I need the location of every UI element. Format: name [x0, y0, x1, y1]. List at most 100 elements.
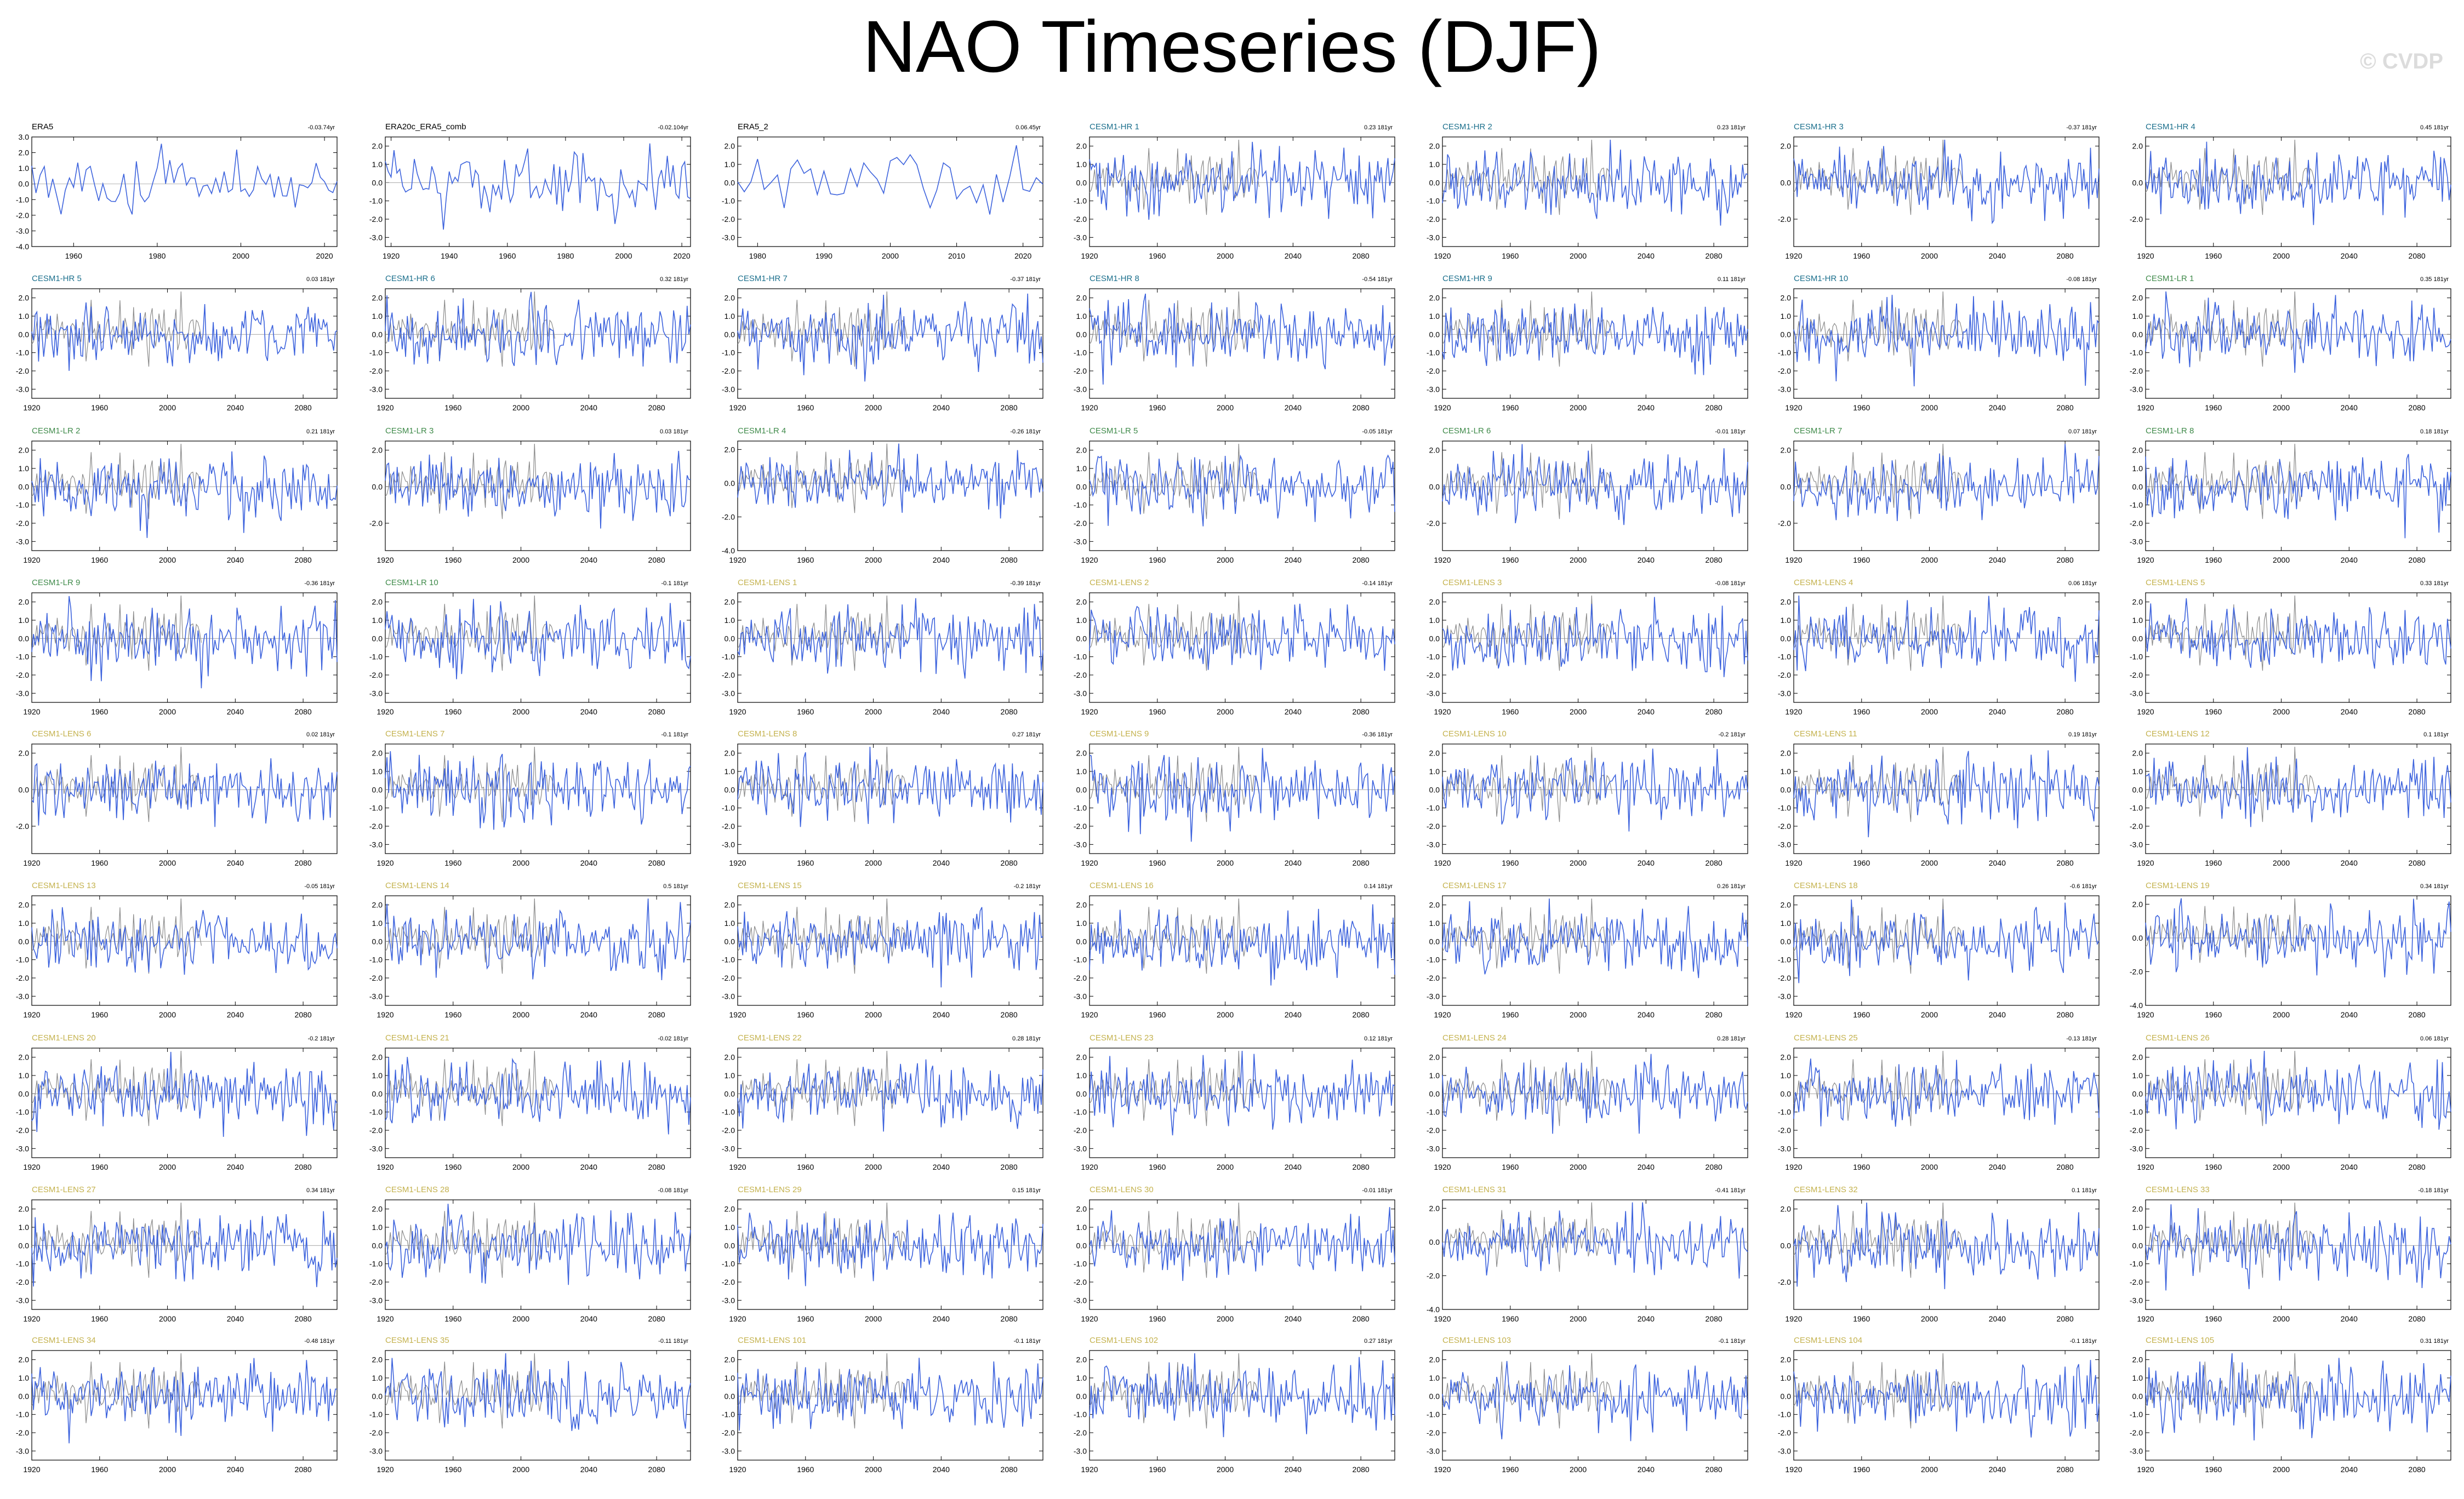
y-tick-label: -1.0 — [2130, 1410, 2143, 1419]
observation-series — [1793, 443, 1964, 519]
x-tick-label: 2080 — [1706, 556, 1722, 564]
y-tick-label: 1.0 — [2132, 767, 2143, 776]
x-tick-label: 2080 — [1353, 1314, 1370, 1323]
observation-series — [1793, 898, 1964, 974]
y-tick-label: 0.0 — [725, 937, 735, 946]
x-tick-label: 2080 — [2057, 1010, 2074, 1019]
x-tick-label: 2000 — [615, 251, 632, 260]
observation-series — [2145, 1353, 2315, 1429]
y-tick-label: -1.0 — [16, 348, 29, 357]
nao-series — [1442, 304, 1748, 375]
x-tick-label: 1960 — [444, 707, 461, 716]
panel-18: CESM1-LR 5 -0.05 181yr 2.0 1.0 0.0 -1.0 -2.0 -3… — [1074, 426, 1395, 564]
x-tick-label: 2000 — [865, 556, 882, 564]
x-tick-label: 1980 — [149, 251, 166, 260]
plot-frame — [385, 895, 691, 1006]
y-tick-label: 1.0 — [1076, 312, 1087, 321]
x-tick-label: 1920 — [23, 403, 40, 412]
y-tick-label: 2.0 — [725, 598, 735, 607]
y-tick-label: 2.0 — [19, 1053, 30, 1062]
plot-frame — [737, 592, 1043, 703]
x-tick-label: 2080 — [1706, 1010, 1722, 1019]
nao-series — [1442, 1202, 1748, 1279]
panel-56: CESM1-LENS 33 -0.18 181yr 2.0 1.0 0.0 -1.0 -2.… — [2130, 1185, 2451, 1323]
observation-series — [737, 1353, 908, 1429]
x-tick-label: 2000 — [865, 707, 882, 716]
y-tick-label: -2.0 — [1778, 367, 1791, 375]
x-tick-label: 1920 — [23, 1010, 40, 1019]
x-tick-label: 1920 — [377, 707, 393, 716]
x-tick-label: 2000 — [1570, 707, 1587, 716]
y-tick-label: -3.0 — [1074, 385, 1087, 393]
y-tick-label: 1.0 — [1781, 1071, 1792, 1080]
y-tick-label: 2.0 — [1429, 446, 1440, 455]
x-tick-label: 2040 — [1638, 707, 1655, 716]
nao-series — [1793, 899, 2100, 983]
plot-frame — [31, 440, 338, 551]
panel-title: CESM1-LR 2 — [32, 426, 80, 436]
y-tick-label: -3.0 — [1778, 1144, 1791, 1153]
x-tick-label: 2040 — [580, 1465, 597, 1474]
y-tick-label: -3.0 — [2130, 1144, 2143, 1153]
panel-title: CESM1-LENS 17 — [1442, 881, 1507, 890]
panel-title: CESM1-LENS 25 — [1794, 1033, 1858, 1043]
panel-title: CESM1-LENS 34 — [32, 1336, 96, 1345]
panel-51: CESM1-LENS 28 -0.08 181yr 2.0 1.0 0.0 -1.0 -2.… — [369, 1185, 691, 1323]
y-tick-label: 0.0 — [1076, 482, 1087, 491]
x-tick-label: 1920 — [2137, 403, 2154, 412]
plot-frame — [31, 1199, 338, 1310]
observation-series — [385, 746, 555, 822]
y-tick-label: 1.0 — [1781, 767, 1792, 776]
panel-48: CESM1-LENS 25 -0.13 181yr 2.0 1.0 0.0 -1.0 -2.… — [1778, 1033, 2100, 1171]
x-tick-label: 2040 — [933, 707, 950, 716]
x-tick-label: 2080 — [648, 1163, 665, 1171]
trend-label: 0.28 181yr — [1012, 1035, 1041, 1042]
trend-label: 0.03 181yr — [306, 276, 335, 283]
y-tick-label: -3.0 — [16, 992, 29, 1000]
trend-label: -0.6 181yr — [2069, 883, 2097, 890]
y-tick-label: -2.0 — [369, 1126, 383, 1135]
x-tick-label: 2040 — [580, 1314, 597, 1323]
x-tick-label: 1920 — [377, 1465, 393, 1474]
trend-label: -0.1 181yr — [1718, 1338, 1746, 1344]
y-tick-label: -1.0 — [1427, 653, 1440, 661]
x-tick-label: 2080 — [648, 1314, 665, 1323]
nao-series — [1442, 597, 1748, 677]
x-tick-label: 2040 — [1638, 403, 1655, 412]
x-tick-label: 2040 — [1989, 1010, 2006, 1019]
y-tick-label: 0.0 — [2132, 785, 2143, 794]
nao-series — [1089, 1050, 1395, 1136]
plot-frame — [1089, 1199, 1395, 1310]
x-tick-label: 2080 — [1353, 1465, 1370, 1474]
nao-series — [385, 450, 691, 529]
trend-label: 0.14 181yr — [1364, 883, 1393, 890]
x-tick-label: 2040 — [2341, 1314, 2358, 1323]
x-tick-label: 2080 — [295, 556, 312, 564]
x-tick-label: 2040 — [580, 403, 597, 412]
y-tick-label: -2.0 — [369, 974, 383, 982]
y-tick-label: -2.0 — [2130, 1278, 2143, 1286]
trend-label: -0.1 181yr — [661, 731, 688, 738]
y-tick-label: 1.0 — [2132, 464, 2143, 473]
observation-series — [385, 443, 555, 519]
panel-39: CESM1-LENS 16 0.14 181yr 2.0 1.0 0.0 -1.0 -2.0… — [1074, 881, 1395, 1019]
panel-title: CESM1-HR 1 — [1090, 122, 1139, 131]
y-tick-label: -2.0 — [369, 1428, 383, 1437]
panel-title: CESM1-LENS 32 — [1794, 1185, 1858, 1194]
x-tick-label: 1920 — [23, 859, 40, 867]
nao-series — [385, 599, 691, 679]
plot-frame — [1089, 592, 1395, 703]
x-tick-label: 2000 — [2273, 251, 2290, 260]
observation-series — [1442, 1202, 1612, 1272]
x-tick-label: 2000 — [159, 707, 176, 716]
x-tick-label: 1960 — [1502, 556, 1519, 564]
x-tick-label: 1960 — [444, 1163, 461, 1171]
nao-series — [2145, 1204, 2451, 1291]
panel-61: CESM1-LENS 103 -0.1 181yr 2.0 1.0 0.0 -1.0 -2.… — [1427, 1336, 1748, 1474]
y-tick-label: 2.0 — [19, 1205, 30, 1214]
x-tick-label: 1920 — [1785, 1314, 1802, 1323]
nao-series — [385, 1057, 691, 1135]
y-tick-label: -1.0 — [722, 653, 735, 661]
plot-frame — [1793, 895, 2100, 1006]
